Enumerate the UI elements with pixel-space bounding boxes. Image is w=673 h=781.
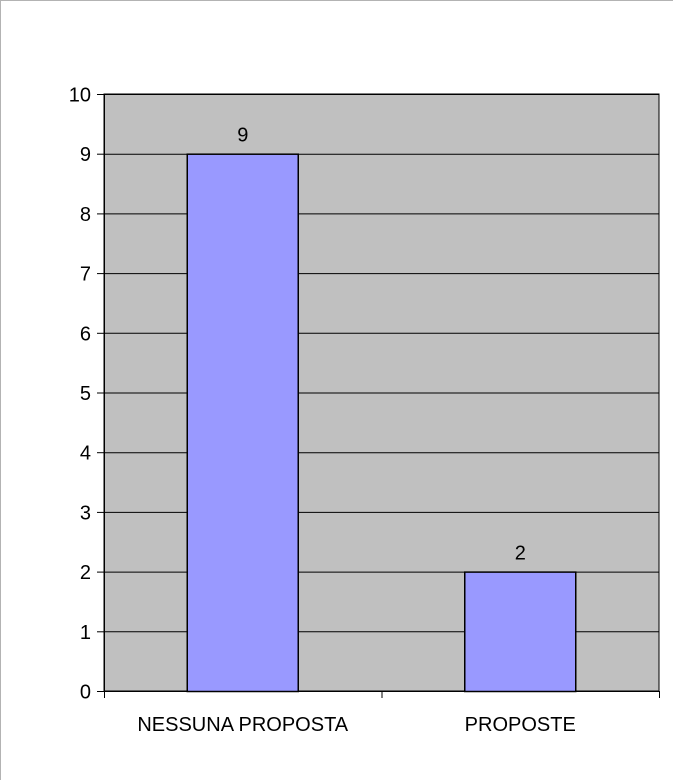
y-tick-label: 5 (80, 383, 91, 405)
y-tick-label: 2 (80, 562, 91, 584)
y-axis: 0 1 2 3 4 5 6 7 8 9 10 (69, 85, 105, 704)
bars (186, 153, 577, 693)
y-tick-label: 1 (80, 622, 91, 644)
x-category-label: NESSUNA PROPOSTA (137, 714, 348, 736)
y-tick-label: 9 (80, 144, 91, 166)
y-tick-label: 10 (69, 85, 91, 107)
bar (186, 153, 299, 693)
y-tick-label: 8 (80, 204, 91, 226)
x-category-label: PROPOSTE (465, 714, 576, 736)
bar-data-label: 2 (515, 543, 526, 565)
y-tick-label: 3 (80, 502, 91, 524)
y-tick-label: 4 (80, 443, 91, 465)
y-tick-label: 0 (80, 682, 91, 704)
y-tick-label: 7 (80, 264, 91, 286)
data-labels: 92 (237, 125, 526, 565)
bar (464, 571, 577, 693)
bar-data-label: 9 (237, 125, 248, 147)
x-axis: NESSUNA PROPOSTA PROPOSTE (104, 691, 660, 736)
y-tick-label: 6 (80, 323, 91, 345)
